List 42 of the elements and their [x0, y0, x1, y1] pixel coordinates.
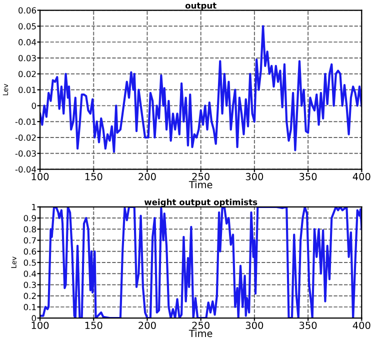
chart-title: weight output optimists: [144, 198, 258, 207]
x-tick-label: 200: [138, 172, 156, 180]
x-tick-label: 250: [192, 322, 210, 330]
x-tick-label: 250: [192, 172, 210, 180]
y-tick-label: 0.3: [24, 282, 36, 288]
y-tick-label: -0.04: [15, 166, 36, 173]
x-tick-label: 300: [246, 172, 264, 180]
y-tick-label: 0.06: [18, 7, 36, 14]
y-tick-label: 0.02: [18, 70, 36, 78]
x-tick-label: 350: [300, 172, 317, 180]
y-tick-label: -0.03: [15, 150, 36, 157]
y-tick-label: 0.1: [24, 304, 36, 310]
line-series: [40, 25, 362, 153]
y-tick-label: 0.6: [24, 248, 36, 255]
y-tick-label: 1: [32, 204, 36, 210]
x-tick-label: 400: [352, 172, 370, 180]
x-tick-label: 100: [32, 322, 49, 330]
x-tick-label: 350: [300, 322, 317, 330]
chart-title: output: [185, 2, 216, 10]
x-axis-title: Time: [188, 330, 212, 338]
y-tick-label: 0: [32, 315, 36, 322]
x-tick-label: 300: [246, 322, 264, 330]
x-tick-label: 150: [85, 172, 102, 180]
x-tick-label: 200: [138, 322, 156, 330]
x-tick-label: 100: [32, 172, 49, 180]
x-tick-label: 150: [85, 322, 102, 330]
y-tick-label: 0.03: [18, 54, 36, 62]
x-tick-label: 400: [352, 322, 370, 330]
y-tick-label: 0.8: [24, 226, 36, 232]
y-tick-label: 0.04: [18, 39, 36, 46]
y-tick-label: 0.01: [18, 86, 36, 94]
y-tick-label: 0.9: [24, 215, 36, 222]
y-tick-label: -0.02: [15, 134, 36, 141]
y-tick-label: 0.7: [24, 237, 36, 244]
y-tick-label: 0.4: [24, 270, 36, 277]
y-tick-label: 0.05: [18, 23, 36, 30]
x-axis-title: Time: [188, 180, 212, 188]
y-tick-label: 0.2: [24, 292, 36, 300]
line-series: [40, 206, 362, 318]
y-tick-label: -0.01: [15, 118, 36, 125]
y-tick-label: 0.5: [24, 259, 36, 266]
y-tick-label: 0: [32, 102, 36, 109]
